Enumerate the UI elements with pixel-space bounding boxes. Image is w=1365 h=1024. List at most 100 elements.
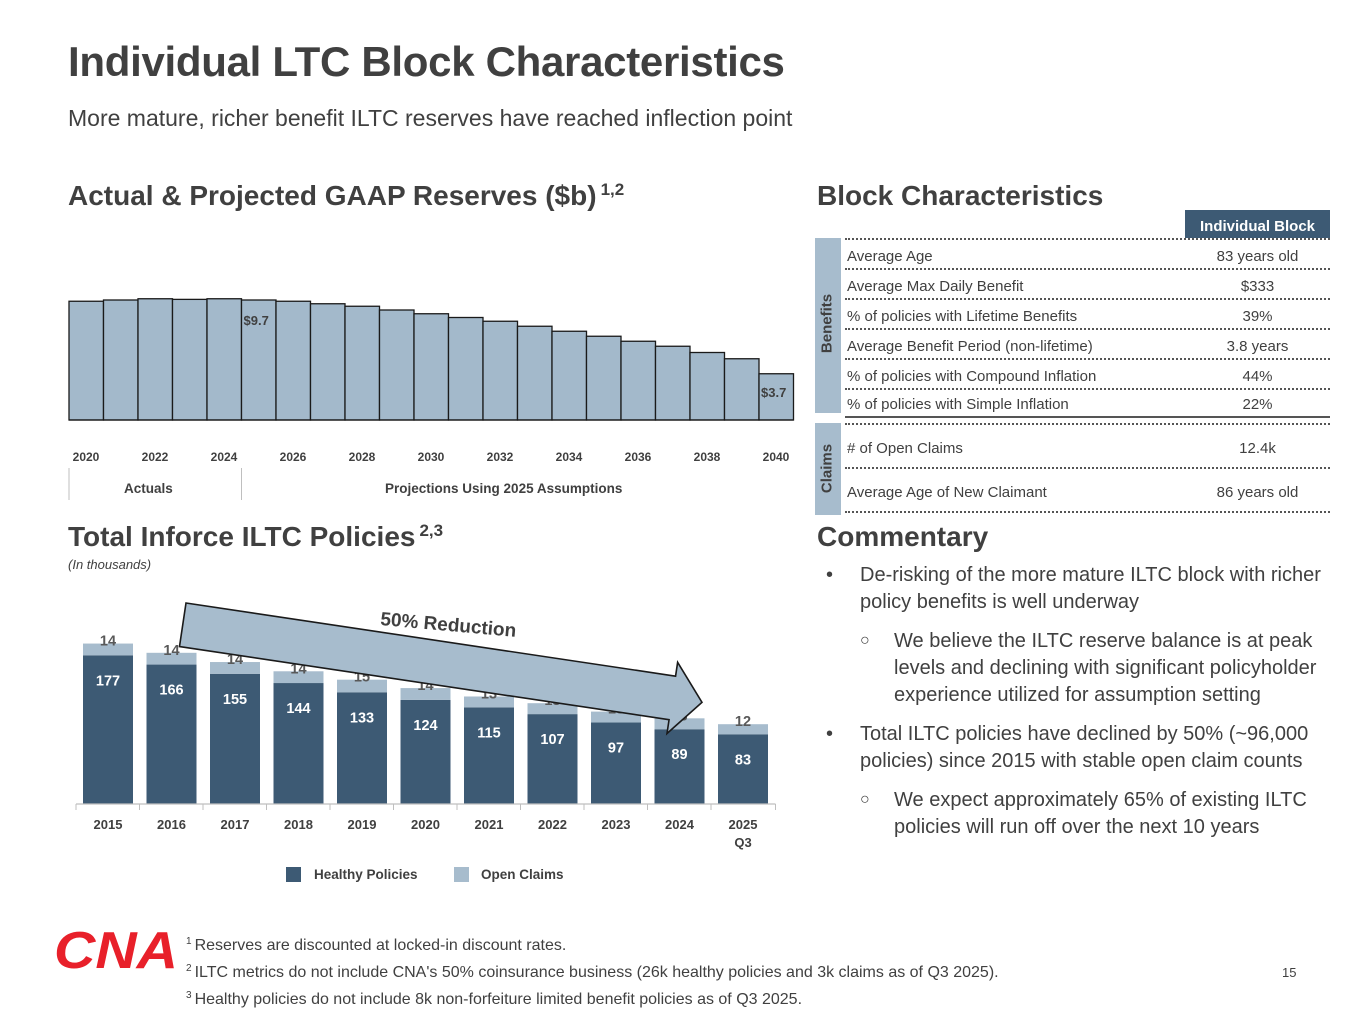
healthy-value-label: 83 xyxy=(735,752,751,768)
legend-swatch-claims xyxy=(454,867,469,882)
policies-unit-note: (In thousands) xyxy=(68,557,152,572)
reserve-bar xyxy=(516,325,553,421)
healthy-bar xyxy=(337,692,387,804)
policy-year-tick: 2019 xyxy=(348,817,377,832)
policy-year-tick: 2018 xyxy=(284,817,313,832)
actuals-label: Actuals xyxy=(124,481,173,496)
reserve-bar xyxy=(758,373,795,421)
row-label: Average Benefit Period (non-lifetime) xyxy=(847,338,1093,355)
page-number: 15 xyxy=(1282,965,1297,980)
reserve-data-label: $9.7 xyxy=(244,313,269,328)
reserve-bar xyxy=(206,298,243,421)
table-top-rule xyxy=(845,238,1330,240)
subbullet-dot: ○ xyxy=(860,632,870,649)
reserve-bar xyxy=(447,316,484,421)
legend-label-healthy: Healthy Policies xyxy=(314,867,418,882)
healthy-bar xyxy=(464,707,514,804)
claims-bar xyxy=(273,671,324,684)
row-label: Average Age of New Claimant xyxy=(847,484,1047,501)
legend-swatch-healthy xyxy=(286,867,301,882)
claims-bar xyxy=(210,662,260,674)
reserve-bar xyxy=(240,299,277,421)
benefit-row: % of policies with Simple Inflation 22% xyxy=(845,390,1330,418)
footnote: 1 Reserves are discounted at locked-in di… xyxy=(186,930,999,957)
commentary-subbullet: ○ We believe the ILTC reserve balance is … xyxy=(820,628,1340,709)
healthy-value-label: 144 xyxy=(286,701,310,717)
row-value: 83 years old xyxy=(1216,248,1299,265)
reserve-bar xyxy=(413,313,450,421)
healthy-bar xyxy=(718,734,768,804)
footnote: 3 Healthy policies do not include 8k non-… xyxy=(186,984,999,1011)
healthy-value-label: 107 xyxy=(540,732,564,748)
claims-bar xyxy=(654,718,705,730)
projections-label: Projections Using 2025 Assumptions xyxy=(385,481,622,496)
healthy-value-label: 133 xyxy=(350,710,374,726)
row-value: 39% xyxy=(1242,308,1273,325)
claims-value-label: 12 xyxy=(735,714,751,730)
benefit-row: % of policies with Compound Inflation 44% xyxy=(845,360,1330,390)
footnote: 2 ILTC metrics do not include CNA's 50% c… xyxy=(186,957,999,984)
claims-bar xyxy=(146,652,197,665)
claims-bar xyxy=(337,679,387,693)
subbullet-text: We believe the ILTC reserve balance is a… xyxy=(894,630,1317,706)
footnote-number: 1 xyxy=(186,936,192,947)
policy-year-tick: 2024 xyxy=(665,817,695,832)
claims-top-rule xyxy=(845,423,1330,425)
claims-value-label: 14 xyxy=(100,634,116,650)
benefits-label: Benefits xyxy=(818,293,836,354)
reserves-heading: Actual & Projected GAAP Reserves ($b) 1,2 xyxy=(68,180,624,212)
reserve-bar xyxy=(585,335,622,421)
reserve-bar xyxy=(551,330,588,421)
column-header: Individual Block xyxy=(1185,210,1330,238)
reserve-bar xyxy=(689,351,726,421)
reserve-bar xyxy=(275,300,312,421)
block-heading: Block Characteristics xyxy=(817,180,1104,211)
reserve-year-tick: 2038 xyxy=(694,450,721,464)
policies-chart: 1771420151661420161551420171441420181331… xyxy=(75,602,776,882)
footnote-text: ILTC metrics do not include CNA's 50% co… xyxy=(194,964,999,981)
commentary-list: • De-risking of the more mature ILTC bloc… xyxy=(820,562,1340,853)
row-label: % of policies with Lifetime Benefits xyxy=(847,308,1078,325)
reserve-bar xyxy=(620,340,657,421)
healthy-value-label: 124 xyxy=(413,718,437,734)
reduction-arrow xyxy=(178,602,704,736)
claims-band xyxy=(815,423,841,515)
bullet-dot: • xyxy=(826,723,834,745)
policy-year-tick: 2023 xyxy=(602,817,631,832)
reserves-heading-sup: 1,2 xyxy=(600,180,625,199)
claim-row: # of Open Claims 12.4k xyxy=(845,425,1330,469)
healthy-value-label: 166 xyxy=(159,683,183,699)
healthy-bar xyxy=(146,664,197,804)
reserve-bar xyxy=(723,358,760,421)
reserve-year-tick: 2040 xyxy=(763,450,790,464)
row-label: Average Age xyxy=(847,248,933,265)
commentary-subbullet: ○ We expect approximately 65% of existing… xyxy=(820,787,1340,841)
reserves-heading-text: Actual & Projected GAAP Reserves ($b) xyxy=(68,180,597,211)
reserve-year-tick: 2028 xyxy=(349,450,376,464)
bullet-text: Total ILTC policies have declined by 50%… xyxy=(860,723,1309,772)
healthy-value-label: 177 xyxy=(96,673,120,689)
healthy-bar xyxy=(527,714,578,804)
reserve-bar xyxy=(482,320,519,421)
claims-value-label: 14 xyxy=(163,643,179,659)
policies-heading-text: Total Inforce ILTC Policies xyxy=(68,521,416,552)
policy-year-tick: 2015 xyxy=(94,817,123,832)
reserve-year-tick: 2022 xyxy=(142,450,169,464)
row-label: # of Open Claims xyxy=(847,440,963,457)
benefit-row: Average Age 83 years old xyxy=(845,240,1330,270)
policy-year-tick: 2016 xyxy=(157,817,186,832)
healthy-bar xyxy=(83,655,133,804)
healthy-bar xyxy=(210,673,260,804)
healthy-value-label: 115 xyxy=(477,725,500,741)
row-label: % of policies with Compound Inflation xyxy=(847,368,1097,385)
claims-bar xyxy=(591,711,641,723)
healthy-value-label: 97 xyxy=(608,741,624,757)
policy-year-tick: Q3 xyxy=(734,835,751,850)
page-title: Individual LTC Block Characteristics xyxy=(68,38,785,85)
claim-row: Average Age of New Claimant 86 years old xyxy=(845,469,1330,513)
logo-text: CNA xyxy=(54,926,178,972)
row-value: $333 xyxy=(1240,278,1275,295)
claims-label: Claims xyxy=(818,443,836,494)
commentary-heading: Commentary xyxy=(817,521,989,552)
footnote-text: Healthy policies do not include 8k non-f… xyxy=(194,991,803,1008)
